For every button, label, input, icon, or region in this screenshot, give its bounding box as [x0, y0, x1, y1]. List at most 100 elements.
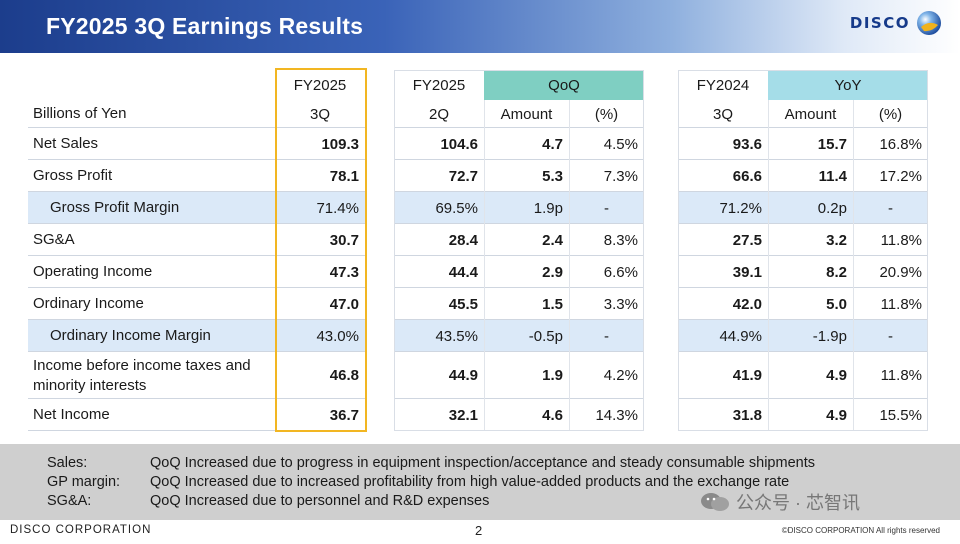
cell-qoq-amt: 2.9	[542, 263, 563, 281]
footer-copyright: ©DISCO CORPORATION All rights reserved	[781, 526, 940, 535]
cell-py: 44.9%	[719, 327, 762, 345]
cell-yoy-pct: 17.2%	[879, 167, 922, 185]
cell-cur: 71.4%	[316, 199, 359, 217]
slide-header: FY2025 3Q Earnings Results DISCO	[0, 0, 960, 53]
cell-yoy-amt: 15.7	[817, 135, 847, 153]
cell-yoy-amt: 8.2	[826, 263, 847, 281]
column-divider	[484, 100, 485, 431]
qoq-amount-header: Amount	[500, 105, 553, 123]
row-highlight	[678, 320, 928, 352]
row-label: Operating Income	[33, 263, 153, 280]
cell-yoy-pct: 11.8%	[880, 295, 922, 313]
cell-yoy-amt: 11.4	[818, 167, 847, 185]
header-row-2: Billions of Yen 3Q 2Q Amount (%) 3Q Amou…	[28, 100, 932, 128]
note-text: QoQ Increased due to increased profitabi…	[150, 474, 790, 490]
yoy-header-bg	[768, 70, 928, 100]
table-row: Operating Income 47.3 44.4 2.9 6.6% 39.1 8.2 20…	[28, 256, 932, 288]
cell-cur: 43.0%	[316, 327, 359, 345]
cell-q2: 44.4	[448, 263, 478, 281]
row-highlight	[28, 320, 365, 352]
column-divider	[853, 100, 854, 431]
table-row: Gross Profit 78.1 72.7 5.3 7.3% 66.6 11.4 17.2%	[28, 160, 932, 192]
table-row: SG&A 30.7 28.4 2.4 8.3% 27.5 3.2 11.8%	[28, 224, 932, 256]
cell-yoy-pct: 11.8%	[880, 367, 922, 384]
row-divider	[394, 287, 644, 288]
table-row: Income before income taxes and minority …	[28, 352, 932, 399]
row-divider	[28, 398, 365, 399]
cell-qoq-amt: -0.5p	[528, 327, 563, 345]
row-divider	[28, 319, 365, 320]
cell-yoy-amt: -1.9p	[812, 327, 847, 345]
cell-q2: 45.5	[448, 295, 478, 313]
row-divider	[394, 223, 644, 224]
column-group-outline	[678, 70, 928, 431]
cell-yoy-pct: 11.8%	[880, 231, 922, 249]
qoq-title: QoQ	[548, 76, 580, 94]
prev-year-quarter: 3Q	[712, 105, 733, 123]
header-row-1: FY2025 FY2025 QoQ FY2024 YoY	[28, 70, 932, 100]
cell-q2: 69.5%	[435, 199, 478, 217]
page-number: 2	[475, 523, 483, 538]
row-divider	[678, 255, 928, 256]
row-label: Income before income taxes and minority …	[33, 356, 251, 394]
cell-yoy-pct: 20.9%	[879, 263, 922, 281]
watermark-text: 公众号 · 芯智讯	[736, 493, 860, 513]
cell-qoq-amt: 4.6	[542, 406, 563, 424]
current-period-quarter: 3Q	[309, 105, 330, 123]
cell-yoy-amt: 0.2p	[817, 199, 847, 217]
column-group-outline	[394, 70, 644, 431]
prev-quarter-year: FY2025	[412, 76, 466, 94]
column-divider	[569, 100, 570, 431]
cell-py: 39.1	[732, 263, 762, 281]
row-divider	[28, 287, 365, 288]
row-divider	[394, 351, 644, 352]
cell-q2: 72.7	[448, 167, 478, 185]
row-divider	[28, 223, 365, 224]
row-label: Ordinary Income Margin	[50, 327, 211, 344]
cell-yoy-amt: 4.9	[826, 367, 847, 384]
row-divider	[678, 159, 928, 160]
yoy-amount-header: Amount	[784, 105, 837, 123]
cell-qoq-amt: 5.3	[542, 167, 563, 185]
note-text: QoQ Increased due to progress in equipme…	[150, 455, 815, 471]
cell-py: 71.2%	[719, 199, 762, 217]
row-highlight	[394, 320, 644, 352]
note-sga: SG&A: QoQ Increased due to personnel and…	[0, 493, 960, 513]
row-label: Gross Profit Margin	[50, 199, 180, 216]
row-divider	[678, 398, 928, 399]
cell-yoy-pct: -	[888, 327, 893, 345]
cell-py: 31.8	[732, 406, 762, 424]
header-divider	[678, 127, 928, 128]
cell-py: 66.6	[732, 167, 762, 185]
column-divider	[768, 100, 769, 431]
row-divider	[28, 255, 365, 256]
table-row: Ordinary Income Margin 43.0% 43.5% -0.5p - 44…	[28, 320, 932, 352]
row-divider	[678, 191, 928, 192]
cell-qoq-amt: 1.9	[542, 367, 563, 384]
row-highlight	[28, 192, 365, 224]
row-divider	[678, 223, 928, 224]
row-highlight	[394, 192, 644, 224]
cell-cur: 109.3	[321, 135, 359, 153]
slide-footer: DISCO CORPORATION 2 ©DISCO CORPORATION A…	[0, 520, 960, 544]
note-key: GP margin:	[47, 474, 121, 490]
cell-yoy-pct: 15.5%	[879, 406, 922, 424]
footer-company: DISCO CORPORATION	[10, 524, 152, 536]
logo-text: DISCO	[849, 14, 910, 32]
cell-qoq-pct: -	[604, 199, 609, 217]
row-label: Gross Profit	[33, 167, 113, 184]
cell-cur: 47.0	[329, 295, 359, 313]
wechat-icon	[701, 493, 729, 511]
row-divider	[678, 351, 928, 352]
cell-qoq-pct: 8.3%	[603, 231, 638, 249]
cell-cur: 78.1	[329, 167, 359, 185]
cell-yoy-amt: 5.0	[826, 295, 847, 313]
row-divider	[678, 287, 928, 288]
logo-sphere-icon	[917, 11, 941, 35]
header-divider	[394, 127, 644, 128]
cell-qoq-pct: 14.3%	[595, 406, 638, 424]
cell-yoy-amt: 4.9	[826, 406, 847, 424]
slide-title: FY2025 3Q Earnings Results	[46, 13, 364, 39]
cell-yoy-amt: 3.2	[826, 231, 847, 249]
table-row: Net Income 36.7 32.1 4.6 14.3% 31.8 4.9 15.5%	[28, 399, 932, 431]
